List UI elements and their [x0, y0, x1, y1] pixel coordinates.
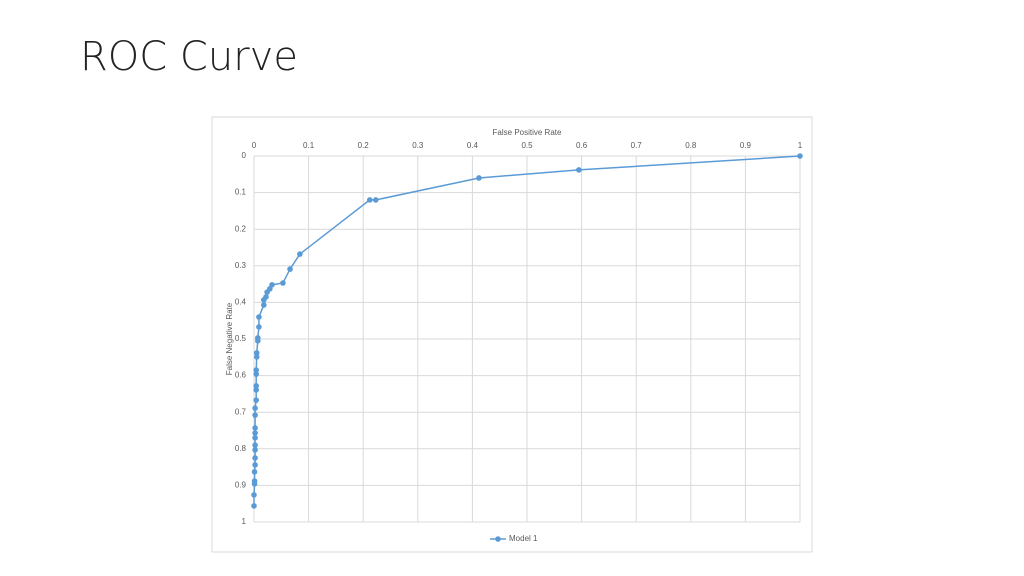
data-point: [256, 314, 262, 320]
data-point: [372, 197, 379, 203]
data-point: [253, 354, 260, 360]
data-point: [253, 383, 259, 389]
x-tick-label: 0.5: [521, 141, 533, 150]
data-point: [261, 297, 267, 303]
y-tick-label: 0.4: [235, 298, 247, 307]
data-point: [797, 153, 803, 159]
x-tick-label: 0.2: [358, 141, 370, 150]
y-tick-label: 0.1: [235, 188, 247, 197]
chart-frame: [211, 116, 813, 553]
data-point: [252, 462, 258, 468]
data-point: [252, 412, 258, 418]
data-point: [253, 397, 259, 403]
y-tick-label: 0: [242, 151, 247, 160]
data-point: [253, 350, 260, 356]
y-tick-label: 0.6: [235, 371, 247, 380]
data-point: [255, 338, 261, 344]
data-point: [280, 280, 286, 286]
data-point: [253, 367, 259, 373]
data-point: [287, 266, 293, 272]
data-point: [252, 430, 258, 436]
x-tick-label: 0.7: [631, 141, 643, 150]
x-tick-label: 0.1: [303, 141, 315, 150]
data-point: [576, 167, 582, 173]
x-tick-label: 0.6: [576, 141, 588, 150]
data-point: [251, 469, 258, 475]
data-point: [264, 289, 270, 295]
data-point: [251, 503, 257, 509]
data-point: [251, 481, 258, 487]
data-point: [252, 405, 258, 411]
x-tick-label: 0.9: [740, 141, 752, 150]
data-point: [252, 442, 258, 448]
slide-title: ROC Curve: [80, 34, 298, 80]
data-point: [252, 435, 258, 441]
data-point: [261, 302, 267, 308]
x-axis-label: False Positive Rate: [493, 128, 562, 137]
y-axis-label: False Negative Rate: [225, 302, 234, 375]
x-tick-label: 0.4: [467, 141, 479, 150]
y-tick-label: 0.5: [235, 334, 247, 343]
x-tick-label: 0.3: [412, 141, 424, 150]
data-point: [252, 447, 258, 453]
data-point: [252, 425, 258, 431]
y-tick-label: 0.7: [235, 407, 247, 416]
y-tick-label: 0.8: [235, 444, 247, 453]
data-point: [251, 492, 257, 498]
data-point: [252, 455, 258, 461]
y-tick-label: 0.2: [235, 224, 247, 233]
x-tick-label: 0.8: [685, 141, 697, 150]
data-point: [476, 175, 482, 181]
y-tick-label: 0.9: [235, 481, 247, 490]
data-point: [253, 387, 259, 393]
data-point: [366, 197, 373, 203]
y-tick-label: 1: [242, 517, 247, 526]
data-point: [256, 324, 262, 330]
x-tick-label: 1: [798, 141, 803, 150]
y-tick-label: 0.3: [235, 261, 247, 270]
legend-label: Model 1: [509, 534, 538, 543]
data-point: [253, 371, 259, 377]
legend-marker: [495, 536, 501, 542]
data-point: [297, 251, 303, 257]
x-tick-label: 0: [252, 141, 257, 150]
